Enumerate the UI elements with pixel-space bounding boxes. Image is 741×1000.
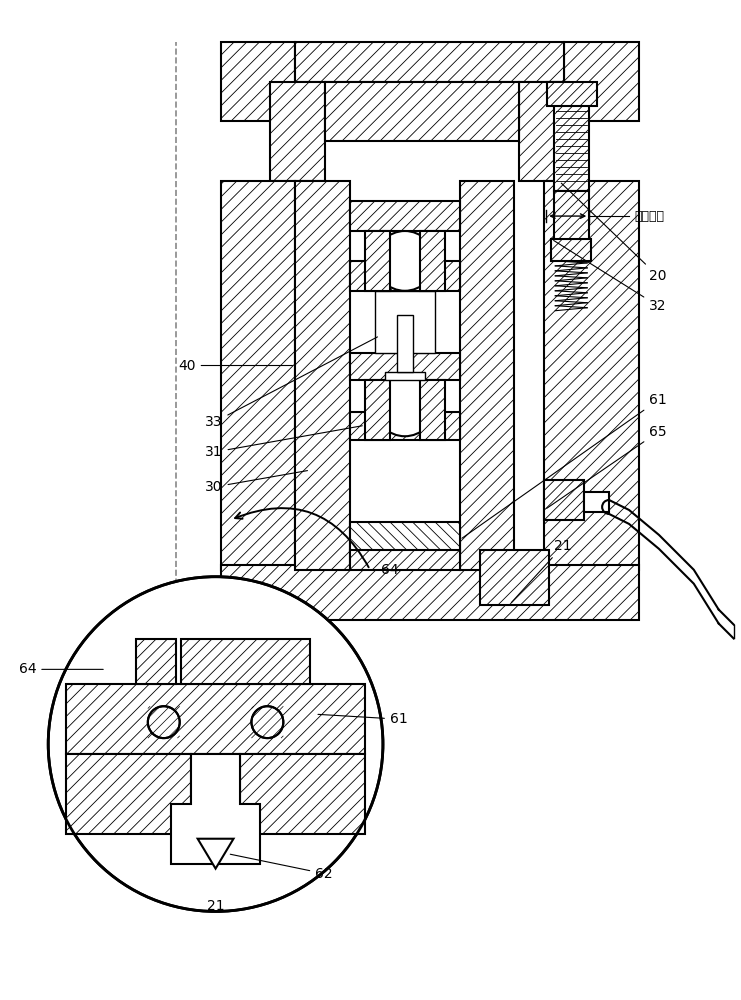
Bar: [241, 754, 365, 834]
Bar: [479, 550, 549, 605]
Bar: [420, 231, 445, 291]
Bar: [295, 181, 350, 570]
Text: 21: 21: [511, 539, 572, 603]
Bar: [554, 101, 589, 191]
Text: 30: 30: [205, 471, 308, 494]
Bar: [375, 291, 435, 353]
Circle shape: [48, 577, 383, 911]
Polygon shape: [198, 839, 233, 869]
FancyArrowPatch shape: [235, 508, 369, 567]
Bar: [66, 684, 365, 754]
Bar: [136, 639, 176, 684]
Bar: [545, 181, 639, 570]
Text: 61: 61: [318, 712, 408, 726]
Bar: [584, 492, 609, 512]
Text: 62: 62: [230, 854, 333, 881]
Bar: [545, 480, 584, 520]
Bar: [350, 522, 459, 552]
Bar: [350, 412, 459, 440]
Bar: [221, 42, 295, 121]
Text: 40: 40: [178, 359, 293, 373]
Text: 64: 64: [19, 662, 103, 676]
Text: 61: 61: [462, 393, 667, 538]
Circle shape: [375, 376, 435, 436]
Bar: [420, 380, 445, 440]
Polygon shape: [170, 754, 260, 864]
Bar: [365, 380, 390, 440]
Bar: [350, 261, 459, 291]
Bar: [350, 201, 459, 231]
Text: 64: 64: [381, 563, 399, 577]
Bar: [564, 42, 639, 121]
Bar: [519, 82, 569, 181]
Text: 33: 33: [205, 337, 377, 429]
Text: 31: 31: [205, 426, 362, 459]
Bar: [181, 639, 310, 684]
Text: 65: 65: [547, 425, 667, 508]
Bar: [548, 82, 597, 106]
Circle shape: [148, 706, 180, 738]
Circle shape: [375, 231, 435, 291]
Text: 20: 20: [561, 183, 666, 283]
Text: 最小间隔: 最小间隔: [634, 210, 664, 223]
Circle shape: [251, 706, 283, 738]
Bar: [295, 42, 564, 82]
Bar: [270, 82, 325, 181]
Bar: [66, 754, 190, 834]
Bar: [350, 353, 459, 380]
Bar: [554, 191, 589, 241]
Text: 32: 32: [554, 240, 666, 313]
Bar: [325, 82, 519, 141]
Bar: [365, 231, 390, 291]
Bar: [221, 565, 639, 620]
Bar: [350, 550, 459, 570]
Bar: [459, 181, 514, 570]
Bar: [385, 372, 425, 380]
Bar: [551, 239, 591, 261]
Bar: [397, 315, 413, 372]
Bar: [221, 181, 295, 570]
Text: 21: 21: [207, 899, 225, 913]
